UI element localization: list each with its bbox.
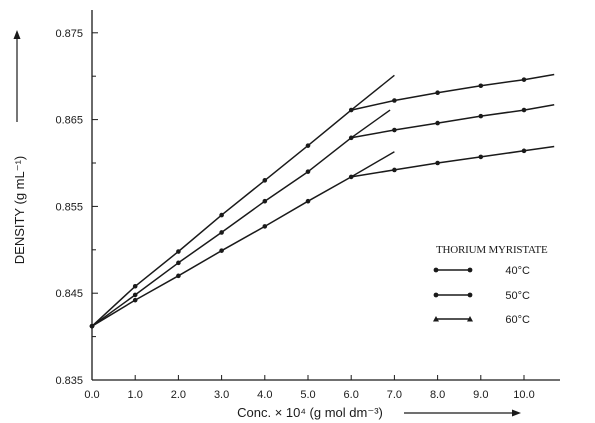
- y-tick-label: 0.865: [55, 115, 83, 127]
- x-tick-label: 5.0: [300, 389, 315, 401]
- series-line-40c: [91, 73, 555, 327]
- x-axis-title: Conc. × 10⁴ (g mol dm⁻³): [237, 405, 383, 420]
- data-point-50c: [132, 292, 138, 298]
- data-point-60c: [305, 198, 311, 204]
- series-points: [89, 77, 527, 329]
- x-tick-label: 3.0: [214, 389, 229, 401]
- x-tick-label: 8.0: [430, 389, 445, 401]
- x-tick-label: 0.0: [84, 389, 99, 401]
- legend-marker-circle: [433, 292, 439, 298]
- data-point-60c: [521, 148, 527, 154]
- y-axis-title-group: DENSITY (g mL⁻¹): [12, 156, 27, 264]
- legend-label: 60°C: [505, 314, 530, 326]
- y-tick-label: 0.835: [55, 375, 83, 387]
- series-extrapolation-50c: [350, 109, 391, 139]
- x-tick-label: 7.0: [387, 389, 402, 401]
- data-point-40c: [262, 178, 268, 183]
- data-point-60c: [262, 224, 268, 229]
- x-tick-label: 2.0: [171, 389, 186, 401]
- data-point-60c: [392, 167, 397, 173]
- series-lines: [91, 73, 555, 327]
- data-point-50c: [478, 113, 484, 119]
- data-point-60c: [348, 174, 354, 180]
- y-tick-label: 0.855: [55, 201, 83, 213]
- data-point-60c: [89, 323, 95, 329]
- data-point-40c: [521, 77, 527, 82]
- legend-marker-triangle: [467, 316, 473, 322]
- data-point-40c: [392, 98, 397, 103]
- data-point-40c: [176, 249, 181, 254]
- series-line-60c: [91, 145, 555, 327]
- data-point-50c: [348, 135, 354, 141]
- data-point-50c: [219, 230, 224, 235]
- x-tick-label: 6.0: [344, 389, 359, 401]
- data-point-40c: [478, 83, 484, 89]
- axes: [91, 10, 560, 381]
- tick-labels: 0.0 1.0 2.0 3.0 4.0 5.0 6.0 7.0 8.0 9.0 10.0 0.835 0…: [55, 28, 534, 401]
- series-line-50c: [91, 104, 555, 327]
- legend-label: 40°C: [505, 265, 530, 277]
- data-point-60c: [435, 160, 440, 166]
- data-point-60c: [176, 273, 181, 279]
- x-tick-label: 10.0: [513, 389, 534, 401]
- legend-label: 50°C: [505, 290, 530, 302]
- y-tick-label: 0.845: [55, 288, 83, 300]
- data-point-50c: [392, 127, 397, 133]
- legend-title: THORIUM MYRISTATE: [436, 244, 548, 256]
- data-point-60c: [132, 297, 138, 303]
- data-point-50c: [305, 169, 311, 174]
- data-point-40c: [435, 90, 440, 95]
- data-point-60c: [478, 154, 484, 160]
- data-point-60c: [219, 248, 224, 253]
- data-point-50c: [262, 198, 268, 204]
- x-axis-arrow-head: [512, 409, 521, 417]
- legend: THORIUM MYRISTATE 40°C 50°C 60°C: [433, 244, 548, 326]
- legend-marker-circle: [467, 292, 473, 298]
- data-point-40c: [219, 212, 224, 218]
- data-point-50c: [435, 120, 440, 126]
- data-point-50c: [521, 107, 527, 113]
- y-tick-label: 0.875: [55, 28, 83, 40]
- x-tick-label: 9.0: [473, 389, 488, 401]
- legend-marker-circle: [467, 267, 473, 273]
- data-point-40c: [348, 107, 354, 113]
- data-point-40c: [305, 143, 311, 148]
- series-extrapolation-40c: [350, 74, 395, 111]
- data-point-40c: [132, 283, 138, 289]
- series-extrapolation-60c: [350, 151, 395, 178]
- legend-marker-circle: [433, 267, 439, 273]
- x-tick-label: 1.0: [128, 389, 143, 401]
- y-axis-title: DENSITY (g mL⁻¹): [12, 156, 27, 264]
- legend-marker-triangle: [433, 316, 439, 322]
- data-point-50c: [176, 260, 181, 266]
- y-axis-arrow-head: [13, 30, 21, 39]
- x-tick-label: 4.0: [257, 389, 272, 401]
